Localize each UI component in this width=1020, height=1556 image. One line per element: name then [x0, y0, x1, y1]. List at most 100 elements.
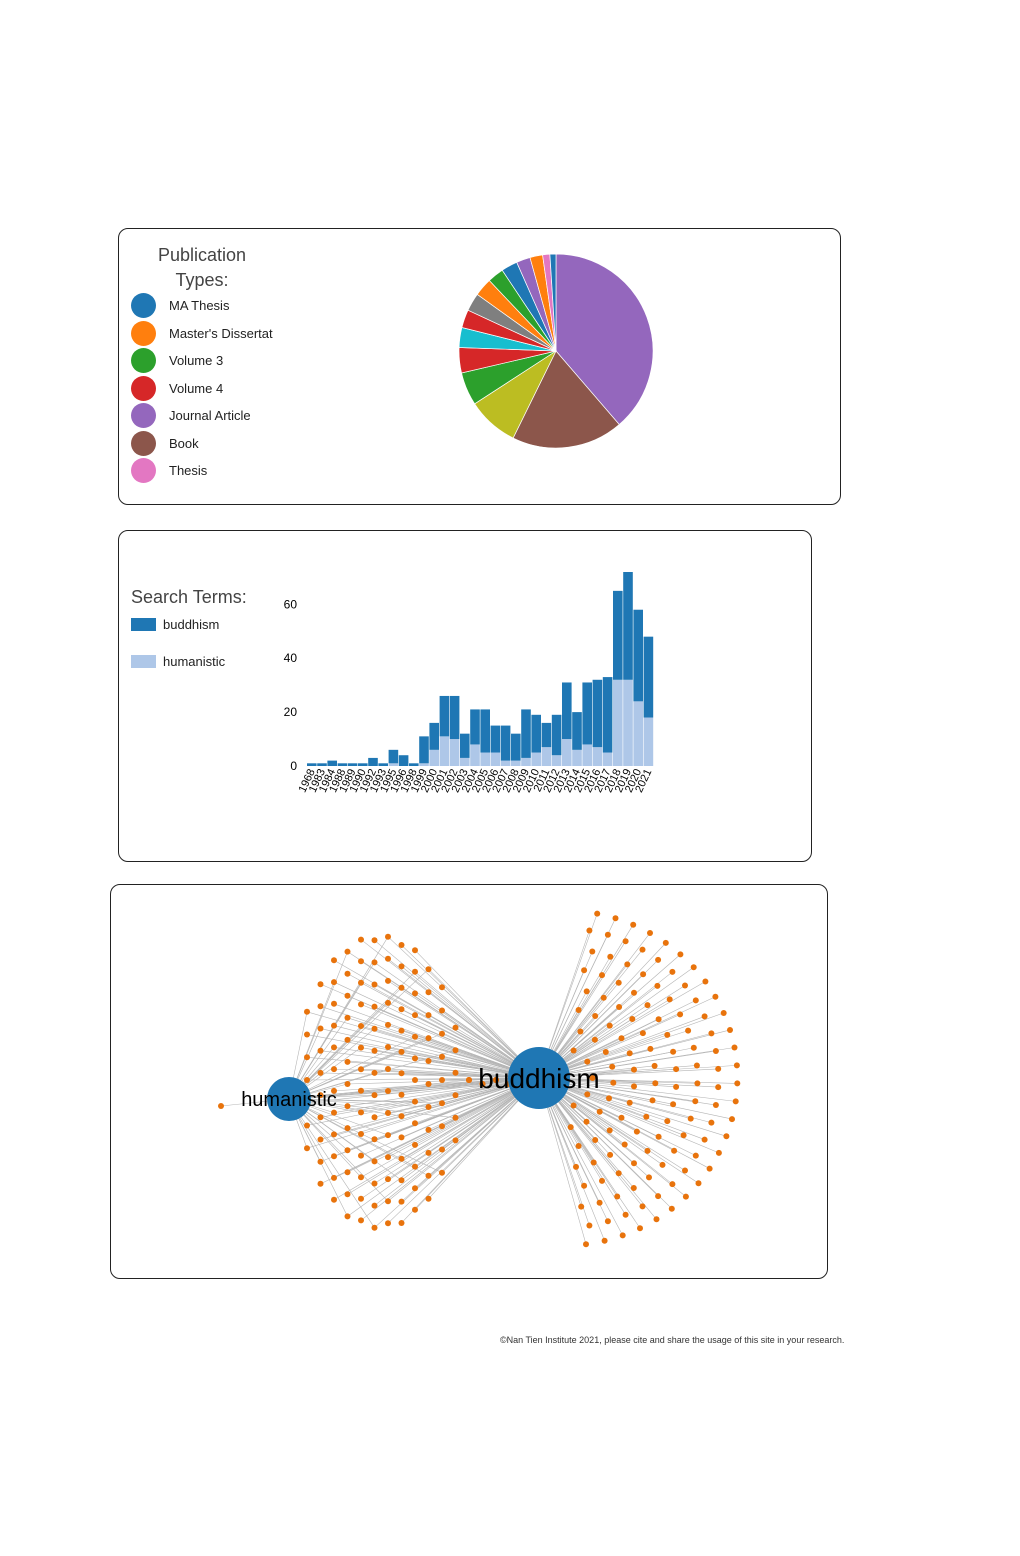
leaf-node[interactable] — [371, 959, 378, 966]
pie-legend-item[interactable]: Master's Dissertati — [131, 320, 273, 348]
bar-segment-buddhism[interactable] — [613, 590, 623, 680]
bar-segment-buddhism[interactable] — [398, 755, 409, 766]
leaf-node[interactable] — [344, 1103, 351, 1110]
bar-segment-buddhism[interactable] — [317, 763, 327, 766]
leaf-node[interactable] — [690, 964, 697, 971]
leaf-node[interactable] — [644, 1147, 651, 1154]
leaf-node[interactable] — [371, 981, 378, 988]
bar-segment-buddhism[interactable] — [521, 709, 531, 758]
leaf-node[interactable] — [604, 1218, 611, 1225]
leaf-node[interactable] — [594, 910, 601, 917]
bar-segment-humanistic[interactable] — [582, 744, 592, 766]
leaf-node[interactable] — [412, 1163, 418, 1170]
leaf-node[interactable] — [639, 1030, 646, 1037]
leaf-node[interactable] — [412, 968, 418, 975]
leaf-node[interactable] — [371, 1069, 378, 1076]
leaf-node[interactable] — [701, 1136, 708, 1143]
leaf-node[interactable] — [358, 1066, 364, 1073]
bar-segment-buddhism[interactable] — [480, 709, 490, 753]
leaf-node[interactable] — [690, 1044, 697, 1051]
leaf-node[interactable] — [610, 1079, 617, 1086]
pie-legend-item[interactable]: Journal Article — [131, 402, 273, 430]
pie-legend-item[interactable]: Volume 3 — [131, 347, 273, 375]
leaf-node[interactable] — [586, 1222, 593, 1229]
leaf-node[interactable] — [412, 1206, 418, 1213]
leaf-node[interactable] — [358, 1044, 364, 1051]
leaf-node[interactable] — [331, 1044, 337, 1051]
leaf-node[interactable] — [584, 1091, 591, 1098]
bar-segment-buddhism[interactable] — [562, 682, 572, 740]
leaf-node[interactable] — [358, 1131, 364, 1137]
bar-segment-buddhism[interactable] — [378, 763, 388, 766]
leaf-node[interactable] — [385, 999, 391, 1006]
leaf-node[interactable] — [425, 1081, 432, 1087]
leaf-node[interactable] — [425, 989, 432, 996]
leaf-node[interactable] — [304, 1008, 310, 1015]
leaf-node[interactable] — [715, 1084, 722, 1091]
leaf-node[interactable] — [412, 1012, 418, 1019]
leaf-node[interactable] — [385, 955, 391, 962]
leaf-node[interactable] — [600, 994, 607, 1001]
leaf-node[interactable] — [655, 1016, 662, 1023]
leaf-node[interactable] — [439, 1030, 445, 1037]
leaf-node[interactable] — [647, 1045, 654, 1052]
leaf-node[interactable] — [371, 1092, 378, 1099]
leaf-node[interactable] — [425, 1195, 432, 1202]
leaf-node[interactable] — [685, 1027, 692, 1034]
bar-segment-humanistic[interactable] — [613, 679, 623, 766]
leaf-node[interactable] — [619, 1232, 626, 1239]
leaf-node[interactable] — [358, 1001, 364, 1008]
leaf-node[interactable] — [567, 1124, 574, 1131]
leaf-node[interactable] — [358, 936, 364, 943]
leaf-node[interactable] — [371, 1202, 378, 1209]
leaf-node[interactable] — [616, 1004, 623, 1010]
leaf-node[interactable] — [371, 1180, 378, 1187]
leaf-node[interactable] — [614, 1193, 621, 1200]
bar-segment-buddhism[interactable] — [307, 763, 317, 766]
leaf-node[interactable] — [655, 1133, 662, 1140]
leaf-node[interactable] — [466, 1077, 472, 1083]
bar-segment-buddhism[interactable] — [531, 714, 541, 753]
leaf-node[interactable] — [604, 931, 611, 938]
leaf-node[interactable] — [317, 1180, 324, 1187]
leaf-node[interactable] — [729, 1116, 735, 1123]
bar-segment-buddhism[interactable] — [368, 757, 378, 766]
leaf-node[interactable] — [732, 1098, 739, 1105]
leaf-node[interactable] — [452, 1047, 459, 1054]
leaf-node[interactable] — [589, 948, 596, 955]
bar-segment-buddhism[interactable] — [551, 714, 562, 756]
leaf-node[interactable] — [615, 1170, 622, 1177]
leaf-node[interactable] — [631, 1083, 637, 1090]
leaf-node[interactable] — [439, 1100, 445, 1107]
leaf-node[interactable] — [385, 1220, 391, 1227]
leaf-node[interactable] — [385, 977, 391, 984]
leaf-node[interactable] — [570, 1047, 577, 1054]
leaf-node[interactable] — [398, 1134, 405, 1141]
leaf-node[interactable] — [358, 958, 364, 965]
leaf-node[interactable] — [344, 1191, 351, 1198]
bar-segment-buddhism[interactable] — [409, 763, 419, 766]
pie-legend-item[interactable]: Volume 4 — [131, 375, 273, 403]
leaf-node[interactable] — [304, 1145, 310, 1152]
bar-segment-buddhism[interactable] — [490, 725, 501, 753]
leaf-node[interactable] — [712, 1048, 719, 1054]
leaf-node[interactable] — [606, 1095, 612, 1102]
bar-segment-humanistic[interactable] — [572, 749, 582, 766]
leaf-node[interactable] — [304, 1054, 310, 1061]
leaf-node[interactable] — [706, 1165, 713, 1172]
leaf-node[interactable] — [425, 1012, 432, 1019]
leaf-node[interactable] — [695, 1180, 702, 1187]
leaf-node[interactable] — [344, 1147, 351, 1154]
leaf-node[interactable] — [412, 1077, 418, 1083]
bar-segment-buddhism[interactable] — [643, 636, 654, 718]
leaf-node[interactable] — [412, 1141, 418, 1148]
leaf-node[interactable] — [439, 1169, 445, 1176]
leaf-node[interactable] — [723, 1133, 730, 1140]
leaf-node[interactable] — [412, 990, 418, 997]
leaf-node[interactable] — [666, 996, 673, 1003]
leaf-node[interactable] — [371, 1158, 378, 1165]
leaf-node[interactable] — [331, 1196, 337, 1203]
leaf-node[interactable] — [649, 1097, 656, 1104]
leaf-node[interactable] — [692, 1152, 699, 1159]
leaf-node[interactable] — [412, 1098, 418, 1105]
